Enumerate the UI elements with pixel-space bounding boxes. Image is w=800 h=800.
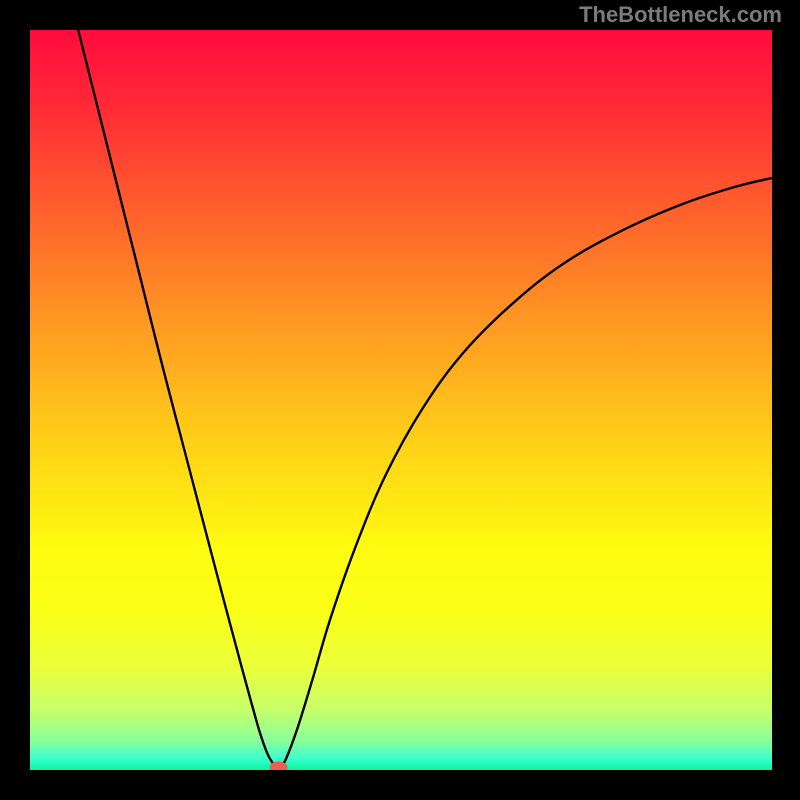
chart-svg xyxy=(0,0,800,800)
watermark-text: TheBottleneck.com xyxy=(579,2,782,28)
chart-container: { "watermark": { "text": "TheBottleneck.… xyxy=(0,0,800,800)
plot-background xyxy=(30,30,772,770)
